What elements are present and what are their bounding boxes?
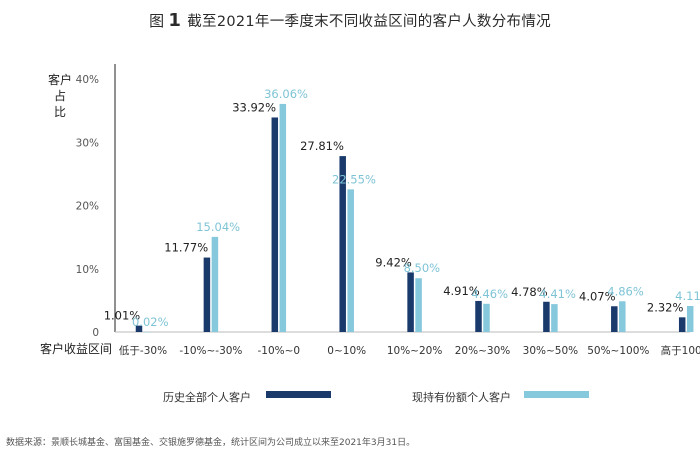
x-category-label: -10%~-30% (179, 345, 242, 357)
bar-label-history: 1.01% (104, 309, 141, 323)
y-axis-ticks: 0 10% 20% 30% 40% (76, 74, 99, 339)
bar-label-current: 0.02% (132, 315, 169, 329)
legend-label-current: 现持有份额个人客户 (412, 390, 511, 404)
y-tick-label: 0 (92, 327, 99, 339)
legend-swatch-history (266, 391, 331, 398)
y-tick-label: 20% (76, 201, 99, 213)
bar-label-history: 33.92% (232, 100, 276, 114)
bar-current (143, 331, 151, 333)
legend-label-history: 历史全部个人客户 (163, 390, 251, 404)
bar-label-history: 4.91% (443, 284, 480, 298)
bar-label-history: 9.42% (375, 255, 412, 269)
bar-current (619, 301, 626, 332)
bar-label-history: 2.32% (647, 300, 684, 314)
figure-prefix: 图 (149, 12, 165, 30)
figure-title: 截至2021年一季度末不同收益区间的客户人数分布情况 (187, 14, 551, 30)
bar-label-history: 4.78% (511, 285, 548, 299)
bar-current (211, 236, 219, 332)
x-axis-categories: 低于-30% -10%~-30% -10%~0 0~10% 10%~20% 20%~30%… (119, 344, 700, 357)
bar-history (611, 306, 618, 332)
bar-label-current: 15.04% (196, 220, 240, 234)
bar-current (483, 303, 490, 332)
x-category-label: 低于-30% (119, 344, 167, 357)
bar-history (678, 317, 686, 332)
x-category-label: 0~10% (327, 345, 366, 357)
bar-label-current: 8.50% (404, 261, 441, 275)
bar-label-current: 36.06% (264, 87, 308, 101)
x-category-label: -10%~0 (257, 345, 300, 357)
x-category-label: 高于100% (661, 344, 700, 357)
x-category-label: 20%~30% (455, 345, 510, 357)
bar-label-current: 4.46% (471, 287, 508, 301)
legend: 历史全部个人客户 现持有份额个人客户 (163, 390, 589, 404)
legend-swatch-current (524, 391, 589, 398)
bars (135, 103, 694, 333)
bar-label-history: 4.07% (579, 289, 616, 303)
bar-label-current: 22.55% (332, 172, 376, 186)
chart-title: 图 1 截至2021年一季度末不同收益区间的客户人数分布情况 (0, 10, 700, 31)
bar-chart: 客户占比 0 10% 20% 30% 40% 1.01%0.02% 11.77% 15.04… (40, 64, 700, 404)
bar-history (339, 156, 346, 332)
bar-current (551, 304, 558, 332)
bar-history (407, 272, 414, 332)
bar-current (279, 103, 287, 332)
bar-label-history: 27.81% (300, 139, 344, 153)
x-category-label: 30%~50% (523, 345, 578, 357)
bar-current (347, 189, 354, 332)
bar-label-history: 11.77% (164, 241, 208, 255)
bar-history (203, 257, 211, 332)
y-tick-label: 10% (76, 264, 99, 276)
bar-current (686, 306, 694, 332)
bar-history (271, 117, 279, 333)
bar-label-current: 4.11% (675, 289, 700, 303)
bar-history (543, 301, 550, 332)
y-axis-title: 客户占比 (48, 72, 72, 119)
bar-history (135, 325, 143, 332)
bar-label-current: 4.86% (607, 284, 644, 298)
y-tick-label: 40% (76, 74, 99, 86)
x-category-label: 50%~100% (587, 345, 649, 357)
bar-history (475, 300, 482, 332)
source-note: 数据来源：景顺长城基金、富国基金、交银施罗德基金，统计区间为公司成立以来至202… (6, 438, 416, 448)
y-axis-title-text: 客户占比 (48, 72, 72, 119)
x-axis-title: 客户收益区间 (40, 341, 112, 356)
figure-number: 1 (168, 10, 182, 31)
y-tick-label: 30% (76, 137, 99, 149)
bar-value-labels: 1.01%0.02% 11.77% 15.04% 33.92%36.06% 27.81%… (104, 87, 700, 329)
x-category-label: 10%~20% (387, 345, 442, 357)
bar-current (415, 278, 422, 332)
bar-label-current: 4.41% (539, 287, 576, 301)
